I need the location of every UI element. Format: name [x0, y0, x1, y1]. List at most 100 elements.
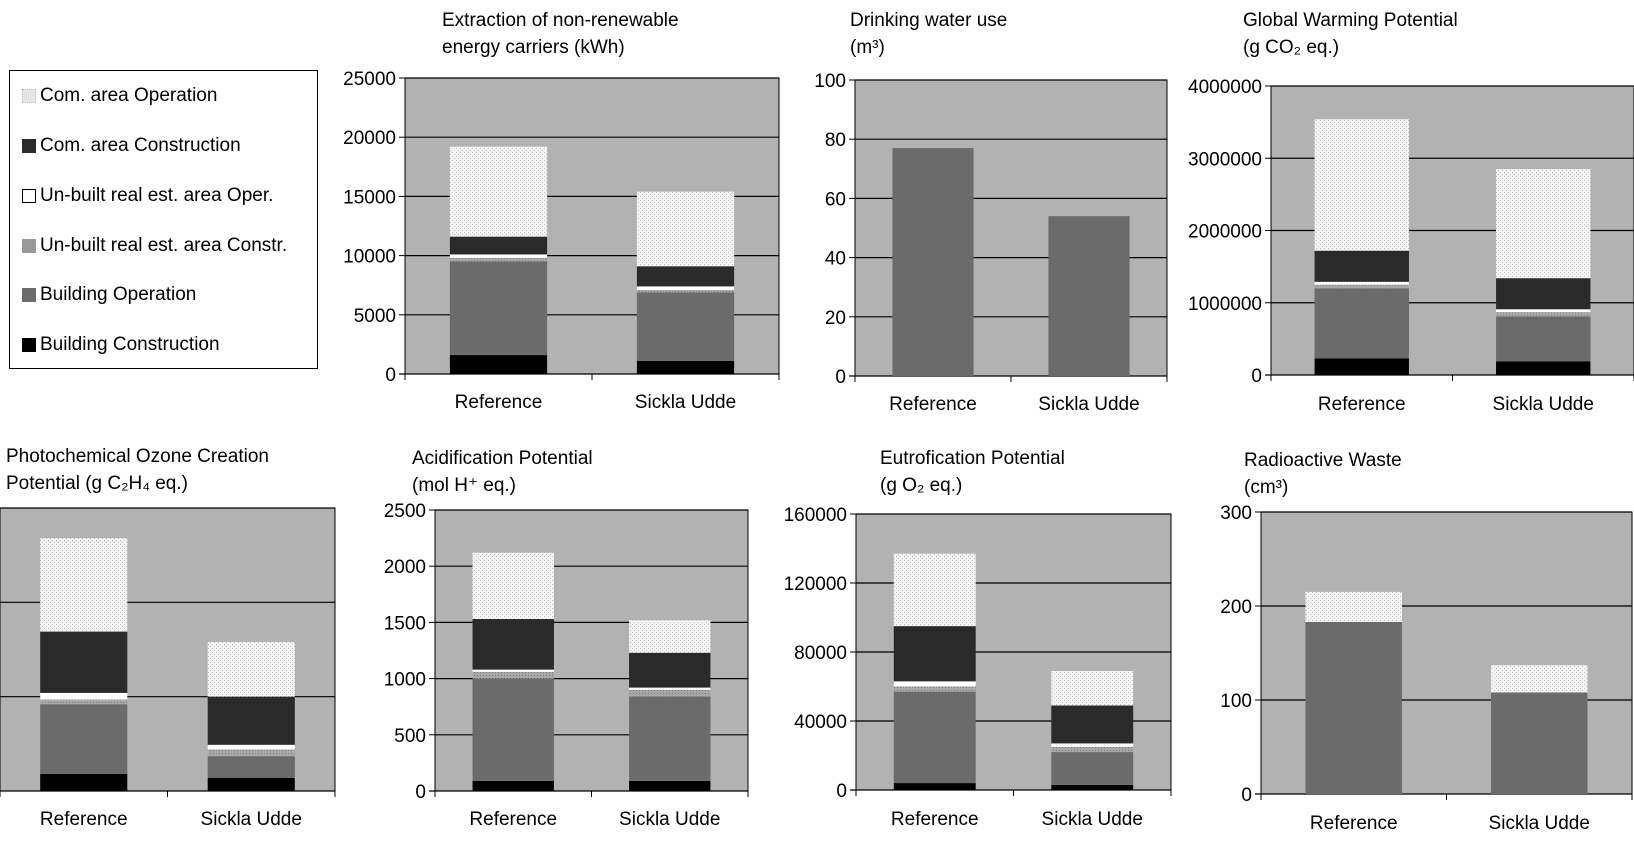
bar-segment: [40, 538, 128, 632]
x-tick-label: Reference: [455, 392, 543, 413]
legend-swatch: [22, 189, 36, 203]
chart-title-line: Extraction of non-renewable: [442, 10, 679, 31]
bar-segment: [472, 780, 554, 791]
bar-segment: [1051, 784, 1134, 790]
chart-5: Acidification Potential (mol H⁺ eq.) 0 500 1…: [384, 448, 749, 830]
legend-swatch: [22, 239, 36, 253]
bar-segment: [892, 148, 974, 376]
legend-label: Com. area Operation: [40, 85, 218, 106]
y-tick-label: 40000: [794, 712, 847, 733]
chart-3: Global Warming Potential (g CO₂ eq.) 0 1000…: [1188, 10, 1634, 415]
x-tick-label: Sickla Udde: [635, 392, 736, 413]
bar-segment: [1314, 281, 1409, 285]
bar-segment: [207, 641, 295, 697]
bar-segment: [40, 774, 128, 791]
bar-segment: [636, 289, 735, 293]
y-tick-label: 20000: [343, 128, 396, 149]
legend-swatch: [22, 288, 36, 302]
bar-segment: [629, 620, 711, 653]
y-tick-label: 1000: [384, 670, 426, 691]
legend-label: Building Construction: [40, 334, 220, 355]
x-tick-label: Reference: [469, 809, 557, 830]
chart-title-line: (m³): [850, 37, 885, 58]
bar-segment: [1496, 316, 1591, 362]
x-tick-label: Reference: [891, 809, 979, 830]
bar-segment: [629, 689, 711, 697]
chart-title-line: Photochemical Ozone Creation: [6, 446, 269, 467]
bar-segment: [629, 652, 711, 688]
legend: Com. area Operation Com. area Constructi…: [9, 70, 318, 369]
legend-item-com-area-operation: Com. area Operation: [22, 85, 217, 107]
chart-title-line: (cm³): [1244, 477, 1288, 498]
legend-swatch: [22, 139, 36, 153]
y-tick-label: 0: [835, 367, 846, 388]
chart-title-line: Global Warming Potential: [1243, 10, 1458, 31]
y-tick-label: 2000: [384, 557, 426, 578]
bar-segment: [1314, 358, 1409, 375]
bar-segment: [472, 671, 554, 679]
bar-segment: [636, 286, 735, 290]
bar-segment: [629, 696, 711, 781]
bar-segment: [1496, 309, 1591, 313]
chart-title-line: (mol H⁺ eq.): [412, 475, 516, 496]
chart-title-line: Acidification Potential: [412, 448, 593, 469]
x-tick-label: Sickla Udde: [619, 809, 720, 830]
legend-item-com-area-construction: Com. area Construction: [22, 135, 241, 157]
bar-segment: [1314, 119, 1409, 251]
bar-segment: [1051, 705, 1134, 744]
legend-item-building-operation: Building Operation: [22, 284, 196, 306]
y-tick-label: 3000000: [1188, 149, 1262, 170]
x-tick-label: Sickla Udde: [201, 809, 302, 830]
y-tick-label: 25000: [343, 69, 396, 90]
bar-segment: [472, 678, 554, 781]
x-tick-label: Reference: [1310, 813, 1398, 834]
y-tick-label: 4000000: [1188, 77, 1262, 98]
y-tick-label: 2500: [384, 501, 426, 522]
y-tick-label: 0: [1251, 366, 1262, 387]
bar-segment: [1314, 288, 1409, 359]
bar-segment: [893, 691, 976, 784]
y-tick-label: 10000: [343, 247, 396, 268]
legend-item-building-construction: Building Construction: [22, 334, 220, 356]
bar-segment: [449, 261, 548, 356]
y-tick-label: 120000: [784, 574, 847, 595]
bar-segment: [1496, 169, 1591, 279]
chart-6: Eutrofication Potential (g O₂ eq.) 0 40000 8…: [784, 448, 1172, 830]
x-tick-label: Reference: [889, 394, 977, 415]
y-tick-label: 100: [814, 71, 846, 92]
bar-segment: [1491, 665, 1588, 693]
y-tick-label: 0: [1241, 785, 1252, 806]
y-tick-label: 80: [825, 130, 846, 151]
bar-segment: [636, 191, 735, 267]
bar-segment: [40, 631, 128, 693]
bar-segment: [1496, 278, 1591, 310]
bar-segment: [472, 619, 554, 670]
y-tick-label: 40: [825, 249, 846, 270]
bar-segment: [449, 355, 548, 374]
y-tick-label: 5000: [354, 306, 396, 327]
bar-segment: [893, 686, 976, 692]
legend-label: Com. area Construction: [40, 135, 241, 156]
bar-segment: [207, 777, 295, 791]
bar-segment: [636, 360, 735, 374]
bar-segment: [40, 704, 128, 775]
bar-segment: [893, 626, 976, 682]
legend-label: Un-built real est. area Oper.: [40, 185, 274, 206]
chart-title-line: Drinking water use: [850, 10, 1007, 31]
y-tick-label: 80000: [794, 643, 847, 664]
bar-segment: [1496, 361, 1591, 375]
y-tick-label: 0: [836, 781, 847, 802]
legend-label: Building Operation: [40, 284, 197, 305]
bar-segment: [449, 236, 548, 255]
y-tick-label: 200: [1220, 597, 1252, 618]
y-tick-label: 300: [1220, 503, 1252, 524]
legend-item-unbuilt-constr: Un-built real est. area Constr.: [22, 235, 287, 257]
y-tick-label: 500: [394, 726, 426, 747]
bar-segment: [472, 552, 554, 620]
x-tick-label: Sickla Udde: [1489, 813, 1590, 834]
bar-segment: [629, 780, 711, 791]
y-tick-label: 1500: [384, 613, 426, 634]
chart-4: Photochemical Ozone Creation Potential (g…: [0, 446, 336, 830]
y-tick-label: 2000000: [1188, 222, 1262, 243]
chart-title-line: energy carriers (kWh): [442, 37, 625, 58]
